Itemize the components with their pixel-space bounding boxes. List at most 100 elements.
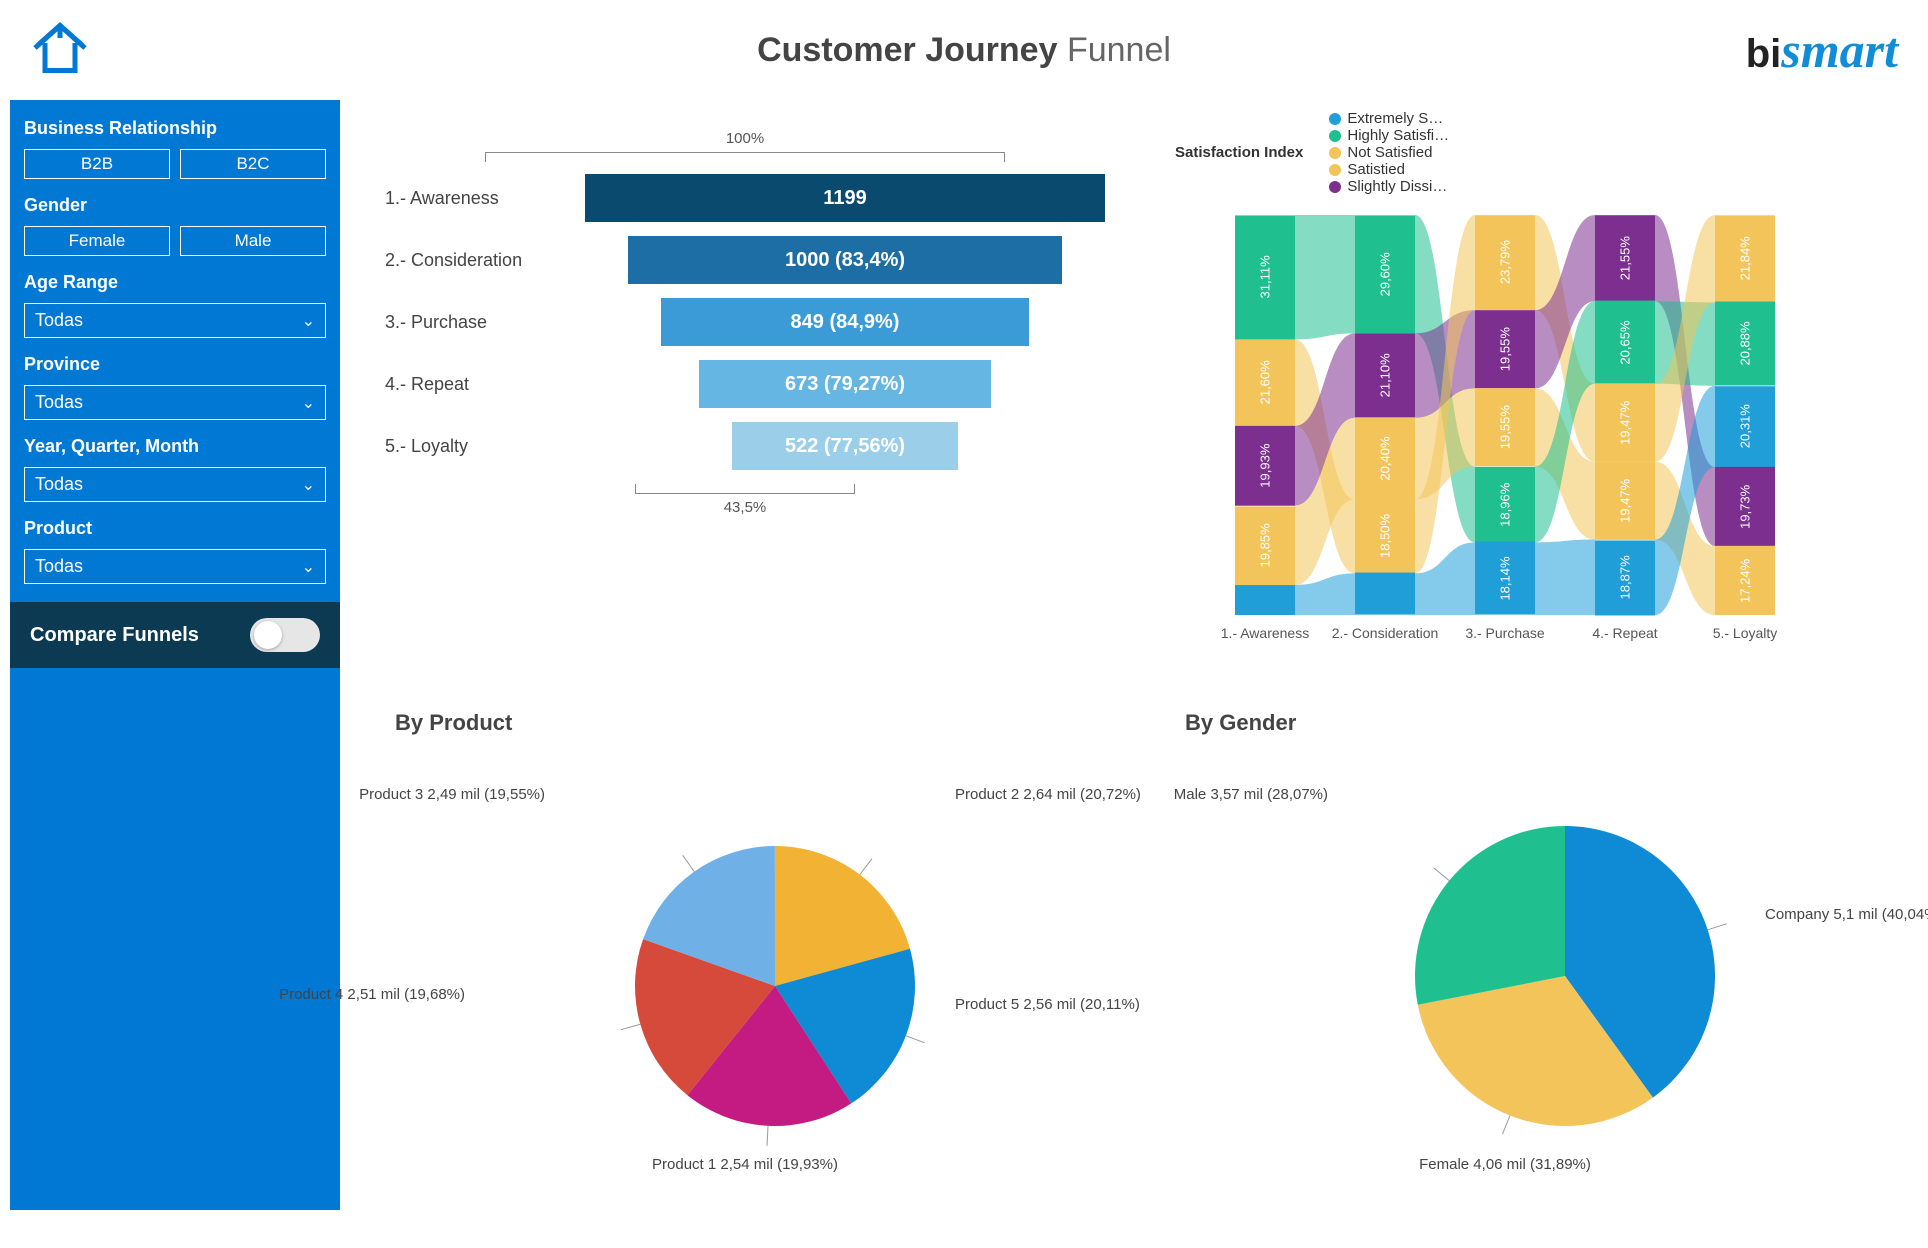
ribbon-segment[interactable]: 20,31%: [1715, 386, 1775, 467]
pie-slice-label: Product 1 2,54 mil (19,93%): [652, 1156, 838, 1173]
funnel-stage-label: 3.- Purchase: [385, 312, 565, 333]
ribbon-segment[interactable]: [1235, 585, 1295, 615]
pie-by-gender: By Gender Company 5,1 mil (40,04%)Female…: [1155, 690, 1918, 1210]
ribbon-segment[interactable]: 21,60%: [1235, 339, 1295, 425]
ribbon-x-label: 4.- Repeat: [1570, 625, 1680, 641]
satisfaction-legend: Satisfaction Index Extremely S…Highly Sa…: [1175, 110, 1898, 195]
brand-logo: bismart: [1746, 21, 1898, 79]
funnel-stage-label: 2.- Consideration: [385, 250, 565, 271]
dropdown-product-value: Todas: [35, 556, 83, 577]
funnel-bar[interactable]: 849 (84,9%): [661, 298, 1029, 346]
dropdown-age[interactable]: Todas⌄: [24, 303, 326, 338]
ribbon-column: 23,79%19,55%19,55%18,96%18,14%: [1475, 215, 1535, 615]
ribbon-segment[interactable]: 19,47%: [1595, 462, 1655, 540]
ribbon-segment[interactable]: 31,11%: [1235, 215, 1295, 339]
chevron-down-icon: ⌄: [302, 311, 315, 331]
funnel-bar[interactable]: 522 (77,56%): [732, 422, 958, 470]
funnel-stage-label: 4.- Repeat: [385, 374, 565, 395]
pie-slice[interactable]: [1415, 826, 1565, 1005]
filter-label-product: Product: [24, 518, 326, 539]
ribbon-x-label: 5.- Loyalty: [1690, 625, 1800, 641]
ribbon-segment[interactable]: 18,96%: [1475, 467, 1535, 543]
ribbon-column: 29,60%21,10%20,40%18,50%: [1355, 215, 1415, 615]
ribbon-segment[interactable]: 20,65%: [1595, 301, 1655, 384]
pie-by-product: By Product Product 2 2,64 mil (20,72%)Pr…: [365, 690, 1125, 1210]
title-bold: Customer Journey: [757, 31, 1057, 69]
chevron-down-icon: ⌄: [302, 393, 315, 413]
funnel-bar[interactable]: 1199: [585, 174, 1105, 222]
funnel-chart: 100% 1.- Awareness1199 2.- Consideration 1…: [365, 100, 1125, 660]
ribbon-column: 21,84%20,88%20,31%19,73%17,24%: [1715, 215, 1775, 615]
ribbon-segment[interactable]: 23,79%: [1475, 215, 1535, 310]
pie-gender-title: By Gender: [1185, 710, 1888, 736]
ribbon-segment[interactable]: 18,14%: [1475, 542, 1535, 615]
satisfaction-chart: Satisfaction Index Extremely S…Highly Sa…: [1155, 100, 1918, 660]
ribbon-segment[interactable]: 17,24%: [1715, 546, 1775, 615]
ribbon-segment[interactable]: 18,50%: [1355, 499, 1415, 573]
legend-item: Slightly Dissi…: [1329, 178, 1449, 195]
ribbon-segment[interactable]: 20,40%: [1355, 418, 1415, 500]
home-icon[interactable]: [30, 18, 90, 83]
dropdown-period[interactable]: Todas⌄: [24, 467, 326, 502]
filter-label-gender: Gender: [24, 195, 326, 216]
title-light: Funnel: [1067, 31, 1171, 69]
pie-slice-label: Product 2 2,64 mil (20,72%): [955, 786, 1141, 803]
funnel-bar[interactable]: 1000 (83,4%): [628, 236, 1062, 284]
dropdown-product[interactable]: Todas⌄: [24, 549, 326, 584]
ribbon-segment[interactable]: 18,87%: [1595, 540, 1655, 615]
funnel-stage-label: 5.- Loyalty: [385, 436, 565, 457]
ribbon-segment[interactable]: 19,47%: [1595, 384, 1655, 462]
funnel-row: 2.- Consideration 1000 (83,4%): [385, 236, 1105, 284]
legend-item: Extremely S…: [1329, 110, 1449, 127]
ribbon-segment[interactable]: [1355, 573, 1415, 615]
pie-slice-label: Company 5,1 mil (40,04%): [1765, 906, 1928, 923]
compare-toggle[interactable]: [250, 618, 320, 652]
ribbon-x-label: 1.- Awareness: [1210, 625, 1320, 641]
ribbon-column: 31,11%21,60%19,93%19,85%: [1235, 215, 1295, 615]
funnel-row: 1.- Awareness1199: [385, 174, 1105, 222]
ribbon-segment[interactable]: 19,55%: [1475, 388, 1535, 466]
filter-label-relationship: Business Relationship: [24, 118, 326, 139]
funnel-bottom-pct: 43,5%: [385, 499, 1105, 516]
chip-male[interactable]: Male: [180, 226, 326, 256]
legend-label: Not Satisfied: [1347, 144, 1432, 161]
ribbon-x-label: 3.- Purchase: [1450, 625, 1560, 641]
dropdown-province[interactable]: Todas⌄: [24, 385, 326, 420]
chip-b2b[interactable]: B2B: [24, 149, 170, 179]
chip-female[interactable]: Female: [24, 226, 170, 256]
pie-slice-label: Product 3 2,49 mil (19,55%): [359, 786, 545, 803]
dropdown-period-value: Todas: [35, 474, 83, 495]
legend-dot: [1329, 181, 1341, 193]
legend-dot: [1329, 113, 1341, 125]
topbar: Customer Journey Funnel bismart: [0, 0, 1928, 100]
brand-prefix: bi: [1746, 32, 1782, 77]
ribbon-segment[interactable]: 19,55%: [1475, 310, 1535, 388]
ribbon-segment[interactable]: 29,60%: [1355, 215, 1415, 333]
funnel-row: 3.- Purchase 849 (84,9%): [385, 298, 1105, 346]
pie-slice-label: Female 4,06 mil (31,89%): [1419, 1156, 1591, 1173]
ribbon-segment[interactable]: 21,10%: [1355, 333, 1415, 417]
funnel-top-pct: 100%: [385, 130, 1105, 147]
compare-label: Compare Funnels: [30, 624, 199, 647]
brand-script: smart: [1781, 21, 1898, 79]
legend-dot: [1329, 164, 1341, 176]
funnel-row: 5.- Loyalty 522 (77,56%): [385, 422, 1105, 470]
sidebar: Business Relationship B2B B2C Gender Fem…: [10, 100, 340, 1210]
ribbon-segment[interactable]: 19,93%: [1235, 426, 1295, 506]
pie-product-title: By Product: [395, 710, 1095, 736]
legend-item: Not Satisfied: [1329, 144, 1449, 161]
satisfaction-title: Satisfaction Index: [1175, 144, 1303, 161]
funnel-bar[interactable]: 673 (79,27%): [699, 360, 991, 408]
legend-label: Satistied: [1347, 161, 1405, 178]
pie-slice-label: Product 5 2,56 mil (20,11%): [955, 996, 1140, 1013]
ribbon-segment[interactable]: 21,55%: [1595, 215, 1655, 301]
ribbon-segment[interactable]: 19,85%: [1235, 506, 1295, 585]
ribbon-segment[interactable]: 20,88%: [1715, 302, 1775, 386]
ribbon-segment[interactable]: 19,73%: [1715, 467, 1775, 546]
chip-b2c[interactable]: B2C: [180, 149, 326, 179]
funnel-bottom-bracket: [635, 484, 855, 494]
legend-dot: [1329, 130, 1341, 142]
ribbon-segment[interactable]: 21,84%: [1715, 215, 1775, 302]
ribbon-column: 21,55%20,65%19,47%19,47%18,87%: [1595, 215, 1655, 615]
legend-label: Extremely S…: [1347, 110, 1443, 127]
